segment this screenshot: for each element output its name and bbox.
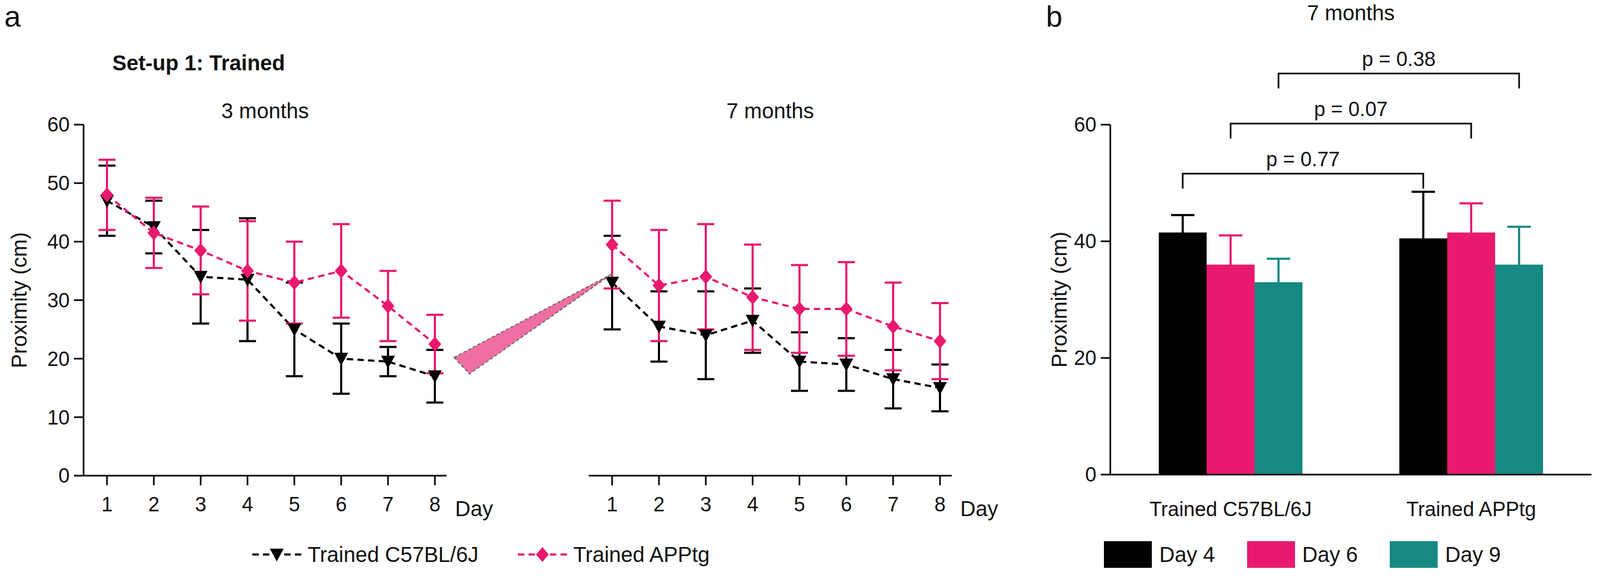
html-text:Trained C57BL/6J: Trained C57BL/6J xyxy=(307,542,479,566)
svg-text:p = 0.38: p = 0.38 xyxy=(1362,47,1436,71)
html-text:Day 4: Day 4 xyxy=(1159,542,1215,566)
svg-text:0: 0 xyxy=(1085,463,1097,486)
svg-text:2: 2 xyxy=(147,492,160,516)
svg-text:40: 40 xyxy=(1074,229,1097,253)
svg-text:8: 8 xyxy=(429,492,441,516)
svg-text:0: 0 xyxy=(58,464,70,487)
svg-text:60: 60 xyxy=(47,113,70,136)
svg-text:3: 3 xyxy=(699,492,712,516)
svg-text:3: 3 xyxy=(194,492,206,516)
svg-text:50: 50 xyxy=(47,171,70,195)
svg-text:30: 30 xyxy=(47,289,70,312)
svg-text:p = 0.07: p = 0.07 xyxy=(1314,97,1388,121)
svg-text:20: 20 xyxy=(1074,346,1097,369)
svg-text:8: 8 xyxy=(934,492,946,516)
svg-text:40: 40 xyxy=(47,230,70,253)
svg-text:7: 7 xyxy=(887,492,899,516)
html-text:3 months: 3 months xyxy=(221,99,309,123)
svg-text:5: 5 xyxy=(288,492,300,516)
svg-text:Day: Day xyxy=(455,496,493,521)
svg-text:4: 4 xyxy=(241,492,253,516)
svg-text:20: 20 xyxy=(47,347,70,370)
html-text:Day 6: Day 6 xyxy=(1302,542,1358,566)
svg-text:4: 4 xyxy=(746,492,758,516)
svg-text:p = 0.77: p = 0.77 xyxy=(1266,147,1340,171)
svg-text:60: 60 xyxy=(1074,113,1097,136)
svg-text:6: 6 xyxy=(840,492,852,516)
html-text:Day 9: Day 9 xyxy=(1445,542,1501,566)
svg-text:Trained C57BL/6J: Trained C57BL/6J xyxy=(1149,497,1313,521)
html-text:Trained APPtg: Trained APPtg xyxy=(573,542,710,566)
svg-text:1: 1 xyxy=(101,492,113,516)
svg-text:Day: Day xyxy=(960,496,999,521)
svg-text:2: 2 xyxy=(653,492,665,516)
svg-text:10: 10 xyxy=(47,406,70,429)
svg-text:Proximity (cm): Proximity (cm) xyxy=(7,232,31,369)
svg-text:7: 7 xyxy=(382,492,394,516)
svg-text:Trained APPtg: Trained APPtg xyxy=(1406,497,1537,521)
html-text:Set-up 1: Trained: Set-up 1: Trained xyxy=(112,51,286,75)
svg-text:1: 1 xyxy=(606,492,618,516)
svg-text:5: 5 xyxy=(793,492,805,516)
svg-text:6: 6 xyxy=(335,492,347,516)
html-text:7 months: 7 months xyxy=(726,99,814,123)
svg-text:Proximity (cm): Proximity (cm) xyxy=(1047,231,1071,368)
